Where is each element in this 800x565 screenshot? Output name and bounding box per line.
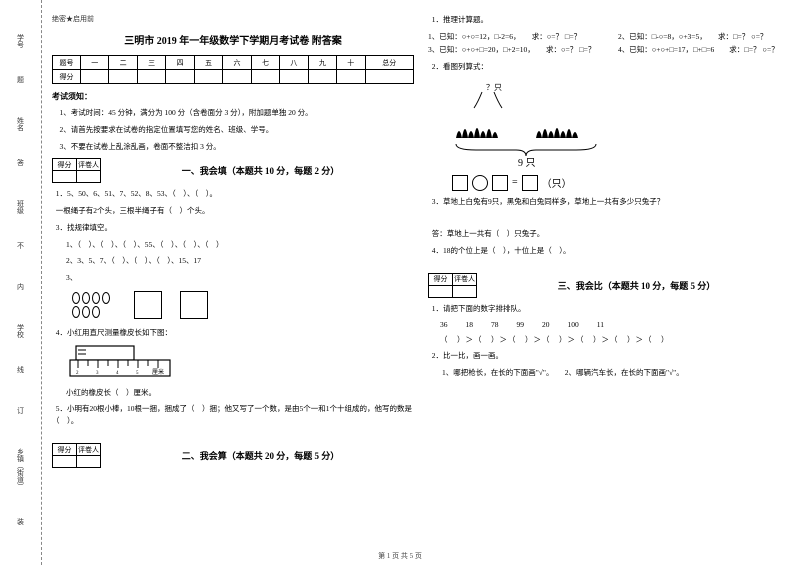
section-header-row: 得分评卷人 三、我会比（本题共 10 分，每题 5 分） [428,273,790,298]
question-text: 3．草地上白兔有9只，黑兔和白兔同样多，草地上一共有多少只兔子？ [428,196,790,208]
binding-marker: 线 [16,366,26,379]
unknown-label: ？只 [486,83,502,92]
binding-field: 姓名 [16,117,26,131]
exam-title: 三明市 2019 年一年级数学下学期月考试卷 附答案 [52,32,414,47]
binding-marker: 订 [16,407,26,420]
question-text: 小红的橡皮长（ ）厘米。 [66,387,414,398]
grader-table: 得分评卷人 [428,273,477,298]
square-icon [180,291,208,319]
page-footer: 第 1 页 共 5 页 [0,551,800,561]
notice-item: 1、考试时间：45 分钟，满分为 100 分（含卷面分 3 分），附加题单独 2… [52,107,414,119]
question-text: 4．18的个位上是（ ），十位上是（ ）。 [428,245,790,257]
binding-field: 学号 [16,34,26,48]
confidential-label: 绝密★启用前 [52,14,414,24]
grader-table: 得分评卷人 [52,158,101,183]
section-1-title: 一、我会填（本题共 10 分，每题 2 分） [107,164,414,177]
question-text: 3、已知：○+○+□=20，□+2=10， 求：○=？ □=？ [428,44,600,55]
section-3-title: 三、我会比（本题共 10 分，每题 5 分） [483,279,790,292]
brace-label: 9 只 [518,158,536,168]
question-text: 3、 [66,272,414,283]
square-icon [522,175,538,191]
question-text: 1．推理计算题。 [428,14,790,26]
square-icon [452,175,468,191]
right-column: 1．推理计算题。 1、已知：○+○=12，□-2=6， 求：○=？ □=？ 2、… [428,14,790,557]
left-column: 绝密★启用前 三明市 2019 年一年级数学下学期月考试卷 附答案 题号 一 二… [52,14,414,557]
equals-label: = [512,177,518,188]
question-text: 3．找规律填空。 [52,222,414,234]
circle-icon [472,175,488,191]
unit-label: （只） [542,175,572,190]
square-icon [134,291,162,319]
question-text: 1．5、50、6、51、7、52、8、53、（ ）、（ ）。 [52,188,414,200]
square-icon [492,175,508,191]
comparison-row: （ ）＞（ ）＞（ ）＞（ ）＞（ ）＞（ ）＞（ ） [440,334,790,345]
question-text: 2．比一比，画一画。 [428,350,790,362]
question-text: 2、3、5、7、（ ）、（ ）、（ ）、15、17 [66,255,414,266]
reasoning-grid: 1、已知：○+○=12，□-2=6， 求：○=？ □=？ 2、已知：□-○=8，… [428,31,790,56]
question-text: 5．小明有20根小棒，10根一捆，捆成了（ ）捆；他又写了一个数，是由5个一和1… [52,403,414,427]
question-text: 1、（ ）、（ ）、（ ）、55、（ ）、（ ）、（ ） [66,239,414,250]
circle-cluster-icon [72,292,116,318]
section-2-title: 二、我会算（本题共 20 分，每题 5 分） [107,449,414,462]
score-table: 题号 一 二 三 四 五 六 七 八 九 十 总分 得分 [52,55,414,84]
binding-field: 学校 [16,324,26,338]
binding-marker: 内 [16,283,26,296]
binding-marker: 不 [16,242,26,255]
question-text: 2、已知：□-○=8，○+3=5， 求：□=？ ○=？ [618,31,790,42]
table-row: 得分 [53,70,414,84]
section-header-row: 得分评卷人 二、我会算（本题共 20 分，每题 5 分） [52,443,414,468]
binding-marker: 答 [16,159,26,172]
content-area: 绝密★启用前 三明市 2019 年一年级数学下学期月考试卷 附答案 题号 一 二… [42,0,800,565]
binding-marker: 题 [16,76,26,89]
svg-text:厘米: 厘米 [152,368,164,376]
notice-title: 考试须知： [52,91,414,102]
answer-text: 答：草地上一共有（ ）只兔子。 [428,228,790,240]
table-row: 题号 一 二 三 四 五 六 七 八 九 十 总分 [53,56,414,70]
question-text: 1、已知：○+○=12，□-2=6， 求：○=？ □=？ [428,31,600,42]
rabbit-figure: ？只 9 只 [446,80,790,168]
section-header-row: 得分评卷人 一、我会填（本题共 10 分，每题 2 分） [52,158,414,183]
binding-column: 学号 题 姓名 答 班级 不 内 学校 线 订 乡镇（街道） 装 [0,0,42,565]
ruler-icon: 23 45 厘米 [68,344,178,382]
shape-equation: = （只） [452,175,790,191]
question-text: 4、已知：○+○+□=17，□+□=6 求：□=？ ○=？ [618,44,790,55]
question-text: 一根绳子有2个头，三根半绳子有（ ）个头。 [52,205,414,217]
question-text: 4．小红用直尺测量橡皮长如下图： [52,327,414,339]
number-row: 36 18 78 99 20 100 11 [440,320,790,329]
question-text: 1．请把下面的数字排排队。 [428,303,790,315]
grader-table: 得分评卷人 [52,443,101,468]
notice-item: 2、请首先按要求在试卷的指定位置填写您的姓名、班级、学号。 [52,124,414,136]
binding-marker: 装 [16,518,26,531]
pattern-shapes [72,291,414,319]
notice-item: 3、不要在试卷上乱涂乱画，卷面不整洁扣 3 分。 [52,141,414,153]
question-text: 2．看图列算式： [428,61,790,73]
question-text: 1、哪把枪长，在长的下面画"√"。 2、哪辆汽车长，在长的下面画"√"。 [442,367,790,378]
binding-field: 乡镇（街道） [16,448,26,490]
binding-field: 班级 [16,200,26,214]
